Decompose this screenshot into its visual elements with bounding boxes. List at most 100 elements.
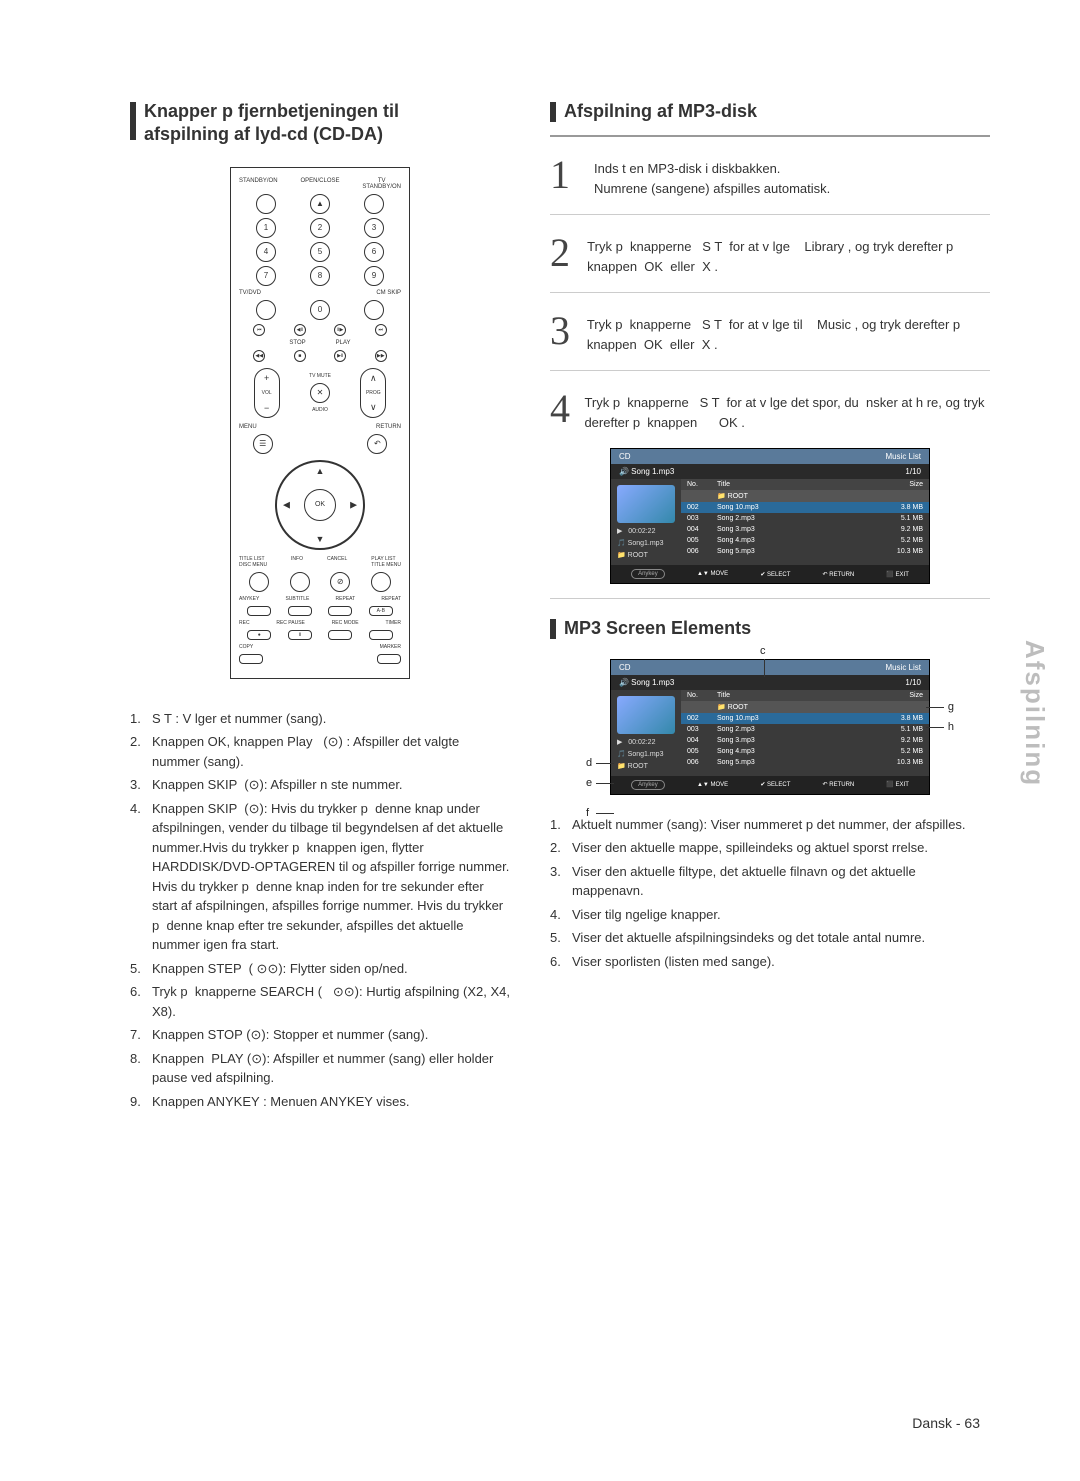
lbl-tvmute: TV MUTE — [309, 373, 331, 379]
btn-standby[interactable] — [256, 194, 276, 214]
dpad-left[interactable]: ◀ — [283, 499, 290, 510]
btn-stepb[interactable]: ◀Ⅱ — [294, 324, 306, 336]
btn-2[interactable]: 2 — [310, 218, 330, 238]
list-item: 6.Tryk p knapperne SEARCH ( ⊙⊙): Hurtig … — [130, 982, 510, 1021]
mp3-screen-diagram: c CDMusic List 🔊 Song 1.mp31/10 ▶ 00:02:… — [600, 659, 940, 795]
list-item: 4.Knappen SKIP (⊙): Hvis du trykker p de… — [130, 799, 510, 955]
list-item: 1.S T : V lger et nummer (sang). — [130, 709, 510, 729]
list-item: 4.Viser tilg ngelige knapper. — [550, 905, 990, 925]
dpad-right[interactable]: ▶ — [350, 499, 357, 510]
label-d: d — [586, 757, 592, 769]
list-item: 5.Knappen STEP ( ⊙⊙): Flytter siden op/n… — [130, 959, 510, 979]
label-f: f — [586, 807, 589, 819]
list-item: 7.Knappen STOP (⊙): Stopper et nummer (s… — [130, 1025, 510, 1045]
btn-menu[interactable]: ☰ — [253, 434, 273, 454]
music-list-screenshot-2: CDMusic List 🔊 Song 1.mp31/10 ▶ 00:02:22… — [610, 659, 930, 795]
btn-anykey[interactable] — [247, 606, 271, 616]
label-c: c — [760, 645, 766, 657]
list-item: 9.Knappen ANYKEY : Menuen ANYKEY vises. — [130, 1092, 510, 1112]
list-item: 3.Knappen SKIP (⊙): Afspiller n ste numm… — [130, 775, 510, 795]
btn-next[interactable]: ⏭ — [375, 324, 387, 336]
lbl-timer: TIMER — [385, 620, 401, 626]
right-title-1: Afspilning af MP3-disk — [550, 100, 990, 123]
btn-play[interactable]: ▶Ⅱ — [334, 350, 346, 362]
lbl-anykey: ANYKEY — [239, 596, 259, 602]
btn-subtitle[interactable] — [288, 606, 312, 616]
btn-cmskip[interactable] — [364, 300, 384, 320]
btn-timer[interactable] — [369, 630, 393, 640]
left-title-l2: afspilning af lyd-cd (CD-DA) — [144, 124, 383, 144]
list-item: 5.Viser det aktuelle afspilningsindeks o… — [550, 928, 990, 948]
lbl-playlist: PLAY LIST TITLE MENU — [371, 556, 401, 568]
lbl-return: RETURN — [376, 424, 401, 430]
btn-vol[interactable]: +VOL− — [254, 368, 280, 418]
btn-stop[interactable]: ■ — [294, 350, 306, 362]
btn-8[interactable]: 8 — [310, 266, 330, 286]
lbl-menu: MENU — [239, 424, 257, 430]
btn-ok[interactable]: OK — [304, 489, 336, 521]
label-e: e — [586, 777, 592, 789]
light-divider — [550, 292, 990, 293]
btn-eject[interactable]: ▲ — [310, 194, 330, 214]
list-item: 1.Aktuelt nummer (sang): Viser nummeret … — [550, 815, 990, 835]
remote-control: STANDBY/ON OPEN/CLOSE TV STANDBY/ON ▲ 1 … — [130, 167, 510, 679]
btn-1[interactable]: 1 — [256, 218, 276, 238]
btn-tvdvd[interactable] — [256, 300, 276, 320]
lbl-repeat2: REPEAT — [381, 596, 401, 602]
lbl-recpause: REC PAUSE — [276, 620, 305, 626]
lbl-cmskip: CM SKIP — [376, 290, 401, 296]
btn-titlelist[interactable] — [249, 572, 269, 592]
btn-7[interactable]: 7 — [256, 266, 276, 286]
light-divider — [550, 214, 990, 215]
btn-copy[interactable] — [239, 654, 263, 664]
list-item: 6.Viser sporlisten (listen med sange). — [550, 952, 990, 972]
btn-cancel[interactable]: ⊘ — [330, 572, 350, 592]
btn-prev[interactable]: ⏮ — [253, 324, 265, 336]
btn-rew[interactable]: ◀◀ — [253, 350, 265, 362]
btn-5[interactable]: 5 — [310, 242, 330, 262]
btn-playlist[interactable] — [371, 572, 391, 592]
lbl-tvstandby: TV STANDBY/ON — [362, 178, 401, 190]
lbl-stop: STOP — [289, 340, 305, 346]
dpad-down[interactable]: ▼ — [316, 534, 325, 544]
dpad[interactable]: ▲ ▼ ◀ ▶ OK — [275, 460, 365, 550]
btn-ff[interactable]: ▶▶ — [375, 350, 387, 362]
lbl-recmode: REC MODE — [332, 620, 359, 626]
btn-9[interactable]: 9 — [364, 266, 384, 286]
right-list-2: 1.Aktuelt nummer (sang): Viser nummeret … — [550, 815, 990, 972]
btn-recpause[interactable]: Ⅱ — [288, 630, 312, 640]
list-item: 3.Viser den aktuelle filtype, det aktuel… — [550, 862, 990, 901]
btn-prog[interactable]: ∧PROG∨ — [360, 368, 386, 418]
dpad-up[interactable]: ▲ — [316, 466, 325, 476]
side-tab: Afspilning — [1019, 640, 1050, 787]
lbl-repeat: REPEAT — [336, 596, 356, 602]
btn-marker[interactable] — [377, 654, 401, 664]
btn-mute[interactable]: ✕ — [310, 383, 330, 403]
step-item: 2Tryk p knapperne S T for at v lge Libra… — [550, 233, 990, 276]
btn-return[interactable]: ↶ — [367, 434, 387, 454]
step-item: 1Inds t en MP3-disk i diskbakken. Numren… — [550, 155, 990, 198]
btn-info[interactable] — [290, 572, 310, 592]
lbl-openclose: OPEN/CLOSE — [300, 178, 339, 190]
btn-recmode[interactable] — [328, 630, 352, 640]
list-item: 2.Viser den aktuelle mappe, spilleindeks… — [550, 838, 990, 858]
light-divider — [550, 598, 990, 599]
btn-ab[interactable]: A-B — [369, 606, 393, 616]
lbl-rec: REC — [239, 620, 250, 626]
lbl-tvdvd: TV/DVD — [239, 290, 261, 296]
btn-4[interactable]: 4 — [256, 242, 276, 262]
btn-3[interactable]: 3 — [364, 218, 384, 238]
btn-repeat[interactable] — [328, 606, 352, 616]
btn-rec[interactable]: ● — [247, 630, 271, 640]
btn-0[interactable]: 0 — [310, 300, 330, 320]
left-button-list: 1.S T : V lger et nummer (sang).2.Knappe… — [130, 709, 510, 1112]
list-item: 8.Knappen PLAY (⊙): Afspiller et nummer … — [130, 1049, 510, 1088]
music-list-screenshot-1: CDMusic List 🔊 Song 1.mp31/10 ▶ 00:02:22… — [610, 448, 930, 584]
steps-list: 1Inds t en MP3-disk i diskbakken. Numren… — [550, 155, 990, 432]
page-number: Dansk - 63 — [912, 1415, 980, 1431]
light-divider — [550, 370, 990, 371]
btn-tvstandby[interactable] — [364, 194, 384, 214]
btn-stepf[interactable]: Ⅱ▶ — [334, 324, 346, 336]
lbl-titlelist: TITLE LIST DISC MENU — [239, 556, 267, 568]
btn-6[interactable]: 6 — [364, 242, 384, 262]
